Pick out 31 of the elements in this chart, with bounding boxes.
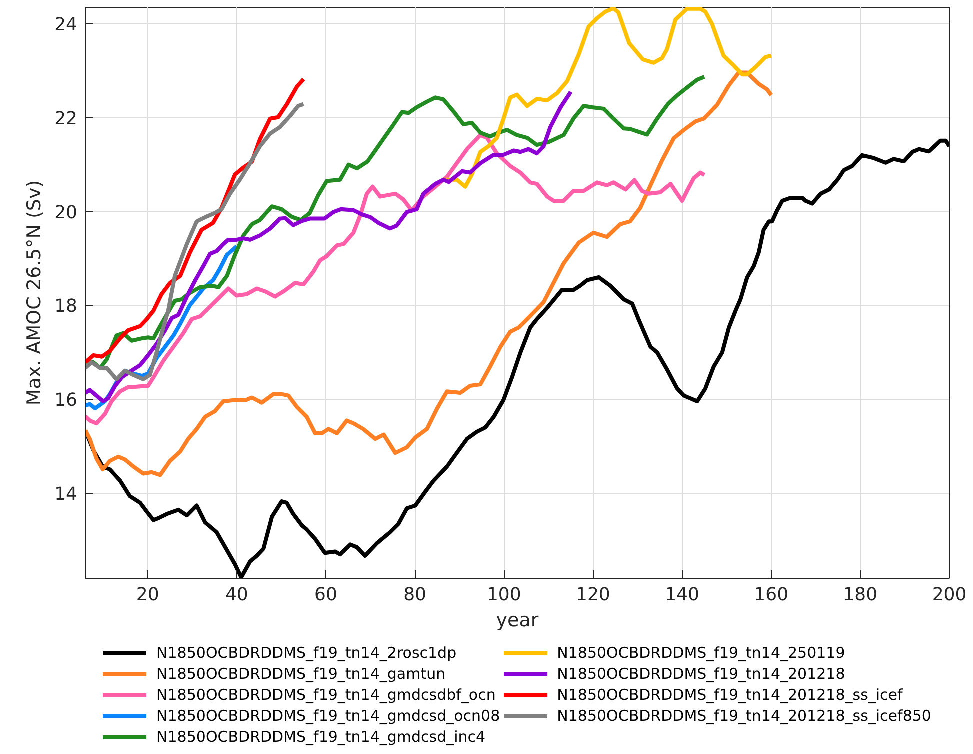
legend-label: N1850OCBDRDDMS_f19_tn14_201218_ss_icef850 [557,707,932,725]
y-tick-label: 20 [54,202,78,224]
legend-label: N1850OCBDRDDMS_f19_tn14_201218 [557,665,846,683]
legend-label: N1850OCBDRDDMS_f19_tn14_201218_ss_icef [557,686,903,704]
y-axis-title: Max. AMOC 26.5°N (Sv) [24,180,46,406]
legend-label: N1850OCBDRDDMS_f19_tn14_250119 [557,644,846,662]
x-tick-label: 120 [576,584,610,606]
x-axis-title: year [496,610,539,632]
x-tick-label: 160 [754,584,789,606]
x-tick-label: 180 [843,584,878,606]
line-series [86,70,774,478]
y-tick-label: 14 [54,484,78,506]
legend-label: N1850OCBDRDDMS_f19_tn14_gamtun [156,665,446,683]
x-tick-label: 140 [665,584,700,606]
x-tick-label: 100 [486,584,522,606]
x-tick-label: 60 [314,584,338,606]
x-tick-label: 20 [136,584,160,606]
y-tick-label: 22 [54,108,78,130]
legend-label: N1850OCBDRDDMS_f19_tn14_gmdcsd_ocn08 [156,707,500,725]
legend-label: N1850OCBDRDDMS_f19_tn14_2rosc1dp [156,644,457,662]
line-series [86,133,707,426]
y-tick-label: 18 [54,296,78,318]
line-series [86,74,707,370]
line-series [86,90,573,404]
legend-label: N1850OCBDRDDMS_f19_tn14_gmdcsdbf_ocn [156,686,496,704]
y-tick-label: 16 [54,390,78,412]
x-tick-label: 80 [404,584,427,606]
x-tick-label: 200 [932,584,967,606]
y-tick-label: 24 [54,14,78,36]
legend-label: N1850OCBDRDDMS_f19_tn14_gmdcsd_inc4 [156,728,486,746]
x-tick-label: 40 [225,584,248,606]
